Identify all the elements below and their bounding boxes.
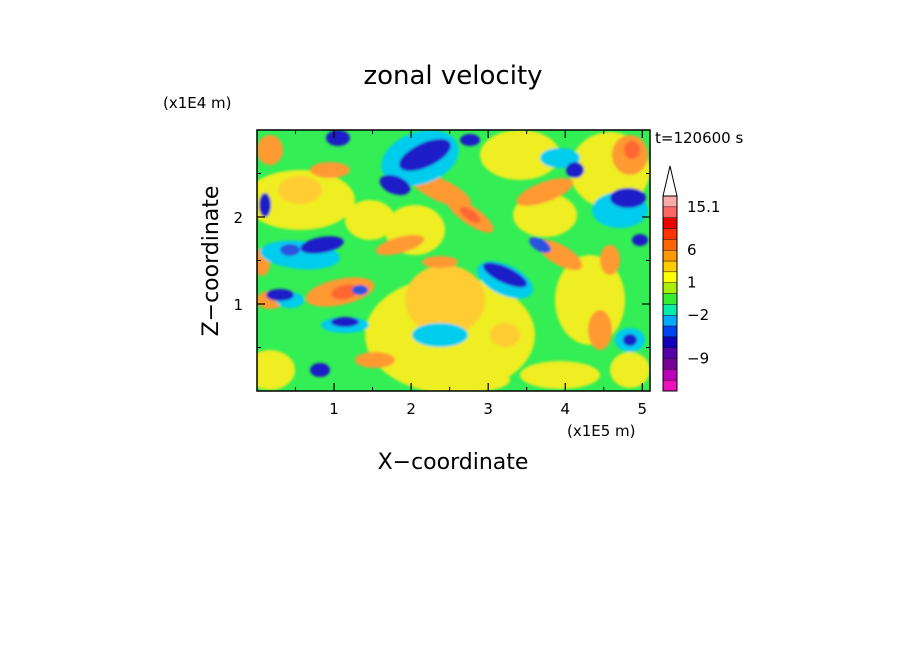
contour-region bbox=[632, 234, 648, 246]
x-axis: 1 2 3 4 5 bbox=[295, 130, 648, 418]
contour-region bbox=[278, 176, 322, 204]
x-tick-label: 4 bbox=[560, 400, 570, 418]
contour-region bbox=[490, 323, 520, 347]
contour-region bbox=[430, 368, 510, 391]
contour-region bbox=[412, 323, 468, 347]
contour-region bbox=[422, 256, 458, 268]
contour-region bbox=[266, 289, 294, 301]
y-axis: 12 bbox=[233, 173, 650, 348]
colorbar-level bbox=[662, 347, 678, 359]
contour-region bbox=[300, 236, 344, 254]
colorbar-tick-label: −2 bbox=[687, 306, 709, 324]
contour-region bbox=[588, 310, 612, 350]
x-tick-label: 5 bbox=[638, 400, 648, 418]
time-label: t=120600 s bbox=[655, 129, 743, 147]
contour-region bbox=[610, 188, 646, 208]
contour-region bbox=[331, 317, 359, 327]
contour-region bbox=[566, 162, 584, 178]
contour-region bbox=[516, 178, 574, 206]
colorbar-tick-label: 6 bbox=[687, 241, 697, 259]
colorbar: −9 −2 1 6 15.1 bbox=[662, 165, 720, 392]
contour-region bbox=[480, 130, 560, 180]
colorbar-level bbox=[662, 282, 678, 294]
contour-field bbox=[257, 130, 650, 391]
y-axis-title: Z−coordinate bbox=[199, 186, 224, 337]
contour-region bbox=[459, 206, 481, 224]
x-tick-label: 2 bbox=[406, 400, 416, 418]
contour-region bbox=[310, 162, 350, 178]
contour-region bbox=[375, 234, 425, 256]
x-unit-label: (x1E5 m) bbox=[567, 422, 636, 440]
contour-region bbox=[326, 130, 350, 146]
colorbar-extend-arrow bbox=[662, 165, 678, 197]
y-unit-label: (x1E4 m) bbox=[163, 94, 232, 112]
colorbar-level bbox=[662, 379, 678, 392]
x-axis-title: X−coordinate bbox=[378, 450, 529, 475]
contour-region bbox=[482, 262, 528, 288]
contour-region bbox=[624, 141, 640, 159]
contour-region bbox=[257, 135, 283, 165]
contour-region bbox=[331, 284, 359, 300]
colorbar-level bbox=[662, 260, 678, 273]
contour-region bbox=[280, 244, 300, 256]
colorbar-level bbox=[662, 217, 678, 229]
contour-region bbox=[610, 352, 650, 388]
chart-title: zonal velocity bbox=[363, 61, 542, 91]
colorbar-level bbox=[662, 249, 678, 262]
contour-region bbox=[529, 237, 551, 253]
contour-region bbox=[460, 134, 480, 146]
contour-region bbox=[520, 361, 600, 389]
contour-region bbox=[600, 245, 620, 275]
colorbar-level bbox=[662, 336, 678, 348]
y-tick-label: 2 bbox=[233, 209, 243, 227]
contour-region bbox=[352, 285, 368, 295]
contour-region bbox=[379, 174, 411, 196]
x-tick-label: 3 bbox=[483, 400, 493, 418]
contour-region bbox=[355, 352, 395, 368]
colorbar-level bbox=[662, 314, 678, 327]
contour-region bbox=[257, 350, 295, 390]
colorbar-level bbox=[662, 358, 678, 370]
colorbar-level bbox=[662, 195, 678, 208]
contour-region bbox=[399, 138, 451, 172]
contour-region bbox=[345, 200, 395, 240]
colorbar-tick-label: −9 bbox=[687, 350, 709, 368]
colorbar-level bbox=[662, 206, 678, 218]
y-tick-label: 1 bbox=[233, 296, 243, 314]
contour-region bbox=[623, 334, 637, 346]
colorbar-tick-label: 1 bbox=[687, 274, 697, 292]
colorbar-level bbox=[662, 271, 678, 283]
colorbar-level bbox=[662, 293, 678, 305]
contour-region bbox=[310, 363, 330, 377]
colorbar-level bbox=[662, 369, 678, 381]
colorbar-tick-label: 15.1 bbox=[687, 198, 720, 216]
contour-region bbox=[259, 193, 271, 217]
contour-region bbox=[405, 265, 485, 335]
colorbar-level bbox=[662, 228, 678, 240]
colorbar-level bbox=[662, 325, 678, 338]
x-tick-label: 1 bbox=[329, 400, 339, 418]
contour-region bbox=[540, 148, 580, 168]
colorbar-level bbox=[662, 239, 678, 251]
field-blobs bbox=[257, 130, 650, 391]
colorbar-level bbox=[662, 304, 678, 316]
